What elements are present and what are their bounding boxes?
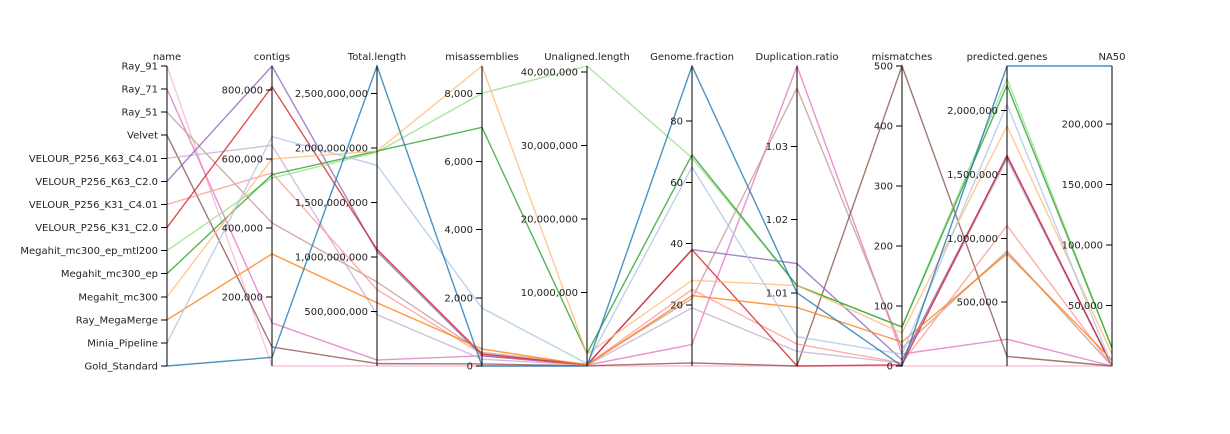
tick-label: 600,000 <box>222 155 263 166</box>
series-line-megahit-mc300-ep-mtl200 <box>166 65 1113 349</box>
axis-contigs: contigs 200,000 400,000 600,000 800,000 <box>222 52 290 366</box>
tick-label: 60 <box>670 178 683 189</box>
tick-label: 150,000 <box>1062 180 1103 191</box>
tick-label: 40,000,000 <box>521 67 578 78</box>
tick-label: 0 <box>887 362 893 373</box>
series-line-ray-51 <box>166 86 1113 367</box>
axis-title-unaligned_length: Unaligned.length <box>544 52 630 63</box>
tick-label: 8,000 <box>444 89 473 100</box>
tick-label: 1,500,000 <box>947 170 998 181</box>
axis-title-na50: NA50 <box>1098 52 1125 63</box>
series-lines-layer <box>166 63 1113 368</box>
tick-label: 500 <box>874 62 893 73</box>
tick-label: 4,000 <box>444 225 473 236</box>
tick-label: 200,000 <box>1062 120 1103 131</box>
tick-label: 400,000 <box>222 224 263 235</box>
tick-label: 1,000,000,000 <box>295 252 368 263</box>
tick-label: Gold_Standard <box>85 362 159 373</box>
series-line-ray-megamerge <box>166 252 1113 366</box>
tick-label: Ray_51 <box>122 108 159 119</box>
series-line-megahit-mc300-ep <box>166 83 1113 356</box>
tick-label: Megahit_mc300 <box>78 292 158 303</box>
tick-label: 300 <box>874 182 893 193</box>
tick-label: VELOUR_P256_K63_C2.0 <box>35 177 158 188</box>
axis-title-mismatches: mismatches <box>872 52 933 63</box>
tick-label: Minia_Pipeline <box>87 338 158 349</box>
axis-title-duplication_ratio: Duplication.ratio <box>756 52 839 63</box>
tick-label: 20,000,000 <box>521 214 578 225</box>
tick-label: 200 <box>874 242 893 253</box>
tick-label: 50,000 <box>1068 301 1103 312</box>
axis-duplication_ratio: Duplication.ratio 1.01 1.02 1.03 <box>756 52 839 366</box>
tick-label: 100 <box>874 302 893 313</box>
tick-label: 1.03 <box>766 142 788 153</box>
axis-title-total_length: Total.length <box>347 52 406 63</box>
tick-label: 2,000 <box>444 293 473 304</box>
axis-na50: NA50 50,000 100,000 150,000 200,000 <box>1062 52 1126 366</box>
series-line-ray-91 <box>166 65 1112 367</box>
series-line-velour-p256-k31-c2-0 <box>166 85 1113 367</box>
series-line-minia-pipeline <box>166 102 1113 367</box>
axis-mismatches: mismatches 0 100 200 300 400 500 <box>872 52 933 373</box>
tick-label: 1,500,000,000 <box>295 198 368 209</box>
tick-label: 100,000 <box>1062 241 1103 252</box>
tick-label: 30,000,000 <box>521 141 578 152</box>
tick-label: Ray_MegaMerge <box>76 315 158 326</box>
tick-label: VELOUR_P256_K31_C4.01 <box>29 200 158 211</box>
tick-label: 2,000,000 <box>947 106 998 117</box>
axis-predicted_genes: predicted.genes 500,000 1,000,000 1,500,000… <box>947 52 1047 366</box>
tick-label: 1.01 <box>766 288 788 299</box>
tick-label: Megahit_mc300_ep <box>61 269 158 280</box>
tick-label: 40 <box>670 239 683 250</box>
axis-title-contigs: contigs <box>254 52 290 63</box>
tick-label: 20 <box>670 300 683 311</box>
axis-genome_fraction: Genome.fraction 20 40 60 80 <box>650 52 734 366</box>
axis-title-name: name <box>153 52 181 63</box>
tick-label: 1,000,000 <box>947 234 998 245</box>
axis-title-predicted_genes: predicted.genes <box>967 52 1048 63</box>
tick-label: 500,000,000 <box>304 307 368 318</box>
tick-label: 6,000 <box>444 157 473 168</box>
tick-label: 800,000 <box>222 86 263 97</box>
axis-unaligned_length: Unaligned.length 10,000,000 20,000,000 30,0… <box>521 52 630 366</box>
tick-label: 1.02 <box>766 215 788 226</box>
tick-label: 2,500,000,000 <box>295 89 368 100</box>
axis-title-genome_fraction: Genome.fraction <box>650 52 734 63</box>
axis-total_length: Total.length 500,000,000 1,000,000,000 1,50… <box>295 52 406 366</box>
axis-misassemblies: misassemblies 0 2,000 4,000 6,000 8,000 <box>444 52 518 373</box>
tick-label: 200,000 <box>222 293 263 304</box>
tick-label: Ray_71 <box>122 85 159 96</box>
tick-label: Velvet <box>127 131 158 142</box>
series-line-velour-p256-k31-c4-01 <box>166 172 1113 367</box>
series-line-gold-standard <box>166 63 1112 368</box>
tick-label: 0 <box>467 362 473 373</box>
tick-label: 500,000 <box>957 298 998 309</box>
tick-label: 2,000,000,000 <box>295 143 368 154</box>
tick-label: Megahit_mc300_ep_mtl200 <box>20 246 158 257</box>
tick-label: Ray_91 <box>122 62 159 73</box>
tick-label: 80 <box>670 117 683 128</box>
series-line-velvet <box>166 63 1113 367</box>
series-line-ray-71 <box>166 63 1113 367</box>
tick-label: 10,000,000 <box>521 288 578 299</box>
tick-label: VELOUR_P256_K63_C4.01 <box>29 154 158 165</box>
tick-label: 400 <box>874 122 893 133</box>
axis-title-misassemblies: misassemblies <box>445 52 518 63</box>
tick-label: VELOUR_P256_K31_C2.0 <box>35 223 158 234</box>
